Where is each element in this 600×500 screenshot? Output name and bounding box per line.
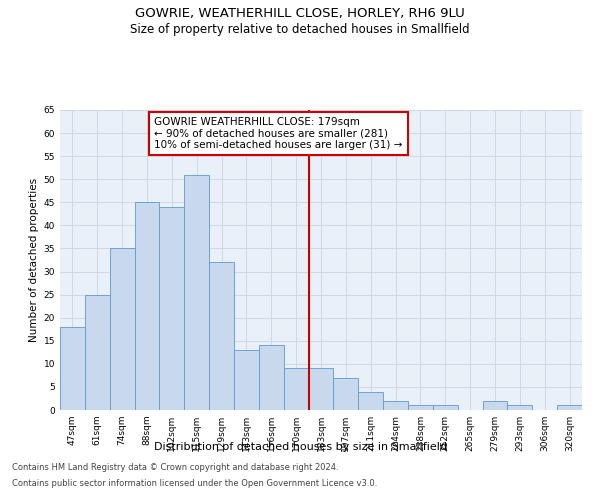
Bar — [234, 350, 259, 410]
Bar — [358, 392, 383, 410]
Bar — [209, 262, 234, 410]
Bar — [308, 368, 334, 410]
Bar — [482, 401, 508, 410]
Text: Size of property relative to detached houses in Smallfield: Size of property relative to detached ho… — [130, 22, 470, 36]
Bar — [184, 174, 209, 410]
Bar — [259, 346, 284, 410]
Bar — [134, 202, 160, 410]
Text: GOWRIE WEATHERHILL CLOSE: 179sqm
← 90% of detached houses are smaller (281)
10% : GOWRIE WEATHERHILL CLOSE: 179sqm ← 90% o… — [154, 117, 403, 150]
Text: Distribution of detached houses by size in Smallfield: Distribution of detached houses by size … — [154, 442, 446, 452]
Bar — [110, 248, 134, 410]
Text: GOWRIE, WEATHERHILL CLOSE, HORLEY, RH6 9LU: GOWRIE, WEATHERHILL CLOSE, HORLEY, RH6 9… — [135, 8, 465, 20]
Bar — [433, 406, 458, 410]
Bar — [284, 368, 308, 410]
Text: Contains public sector information licensed under the Open Government Licence v3: Contains public sector information licen… — [12, 478, 377, 488]
Bar — [508, 406, 532, 410]
Y-axis label: Number of detached properties: Number of detached properties — [29, 178, 40, 342]
Bar — [85, 294, 110, 410]
Bar — [334, 378, 358, 410]
Bar — [60, 327, 85, 410]
Bar — [557, 406, 582, 410]
Bar — [408, 406, 433, 410]
Text: Contains HM Land Registry data © Crown copyright and database right 2024.: Contains HM Land Registry data © Crown c… — [12, 464, 338, 472]
Bar — [160, 207, 184, 410]
Bar — [383, 401, 408, 410]
